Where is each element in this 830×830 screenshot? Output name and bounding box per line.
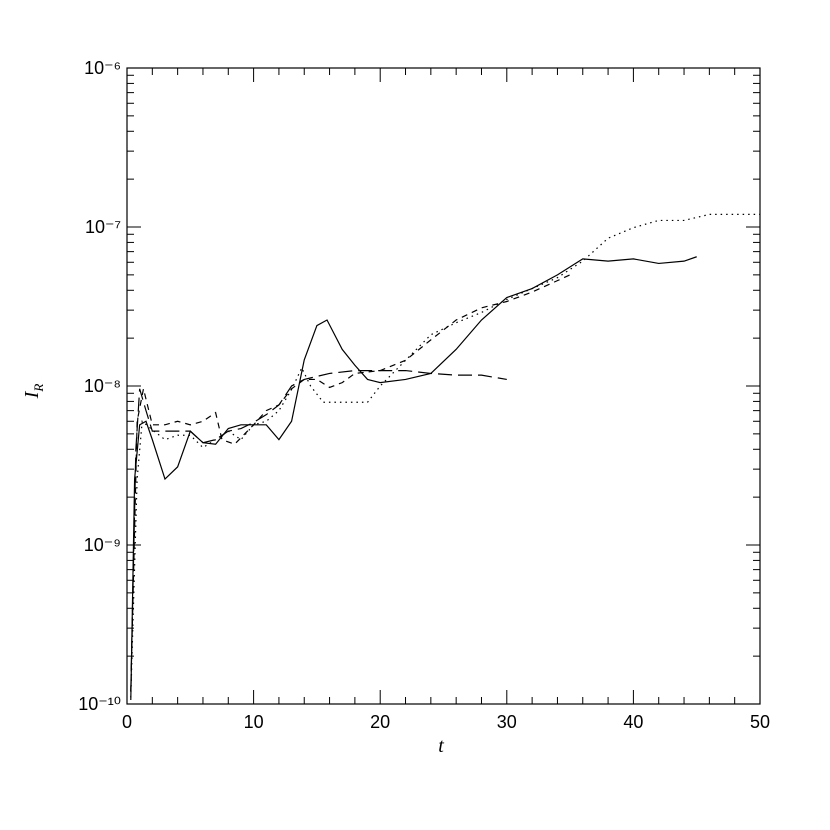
y-tick-label: 10⁻⁶ <box>84 58 121 78</box>
y-axis-label-main: I <box>21 390 43 399</box>
x-axis-label: t <box>438 735 444 757</box>
y-tick-label: 10⁻⁸ <box>84 376 121 396</box>
x-tick-label: 40 <box>623 712 643 732</box>
x-tick-label: 30 <box>497 712 517 732</box>
line-series <box>130 213 760 698</box>
y-tick-label: 10⁻⁷ <box>85 217 121 237</box>
x-tick-label: 0 <box>122 712 132 732</box>
y-tick-label: 10⁻¹⁰ <box>78 694 121 714</box>
y-tick-label: 10⁻⁹ <box>84 535 121 555</box>
line-series <box>130 274 571 692</box>
x-tick-label: 50 <box>750 712 770 732</box>
y-axis-label-sub: R <box>31 384 46 393</box>
plot-frame <box>126 67 761 705</box>
y-axis-label: IR <box>21 384 46 400</box>
line-series <box>130 256 697 700</box>
x-tick-label: 10 <box>244 712 264 732</box>
x-tick-label: 20 <box>370 712 390 732</box>
line-series <box>130 369 507 692</box>
